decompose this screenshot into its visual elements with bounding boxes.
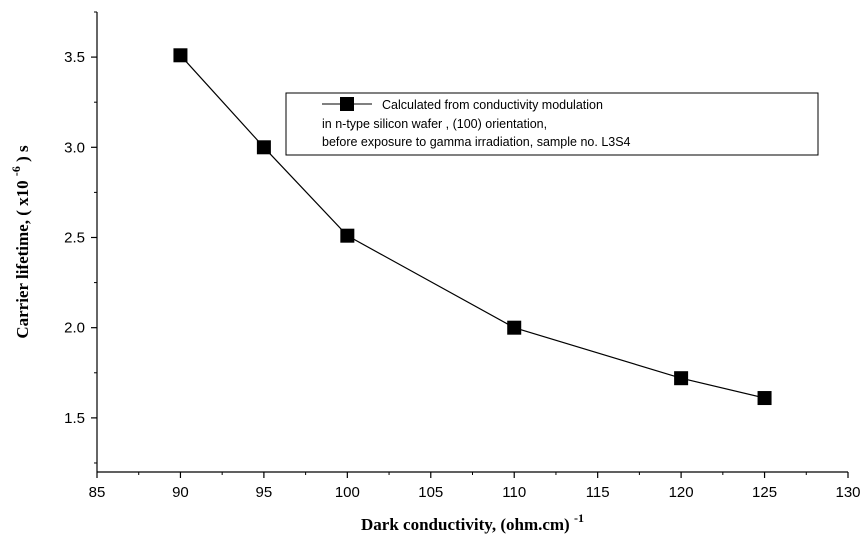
x-tick-label: 105 — [418, 484, 443, 501]
y-axis-title-prefix: Carrier lifetime, ( x10 — [13, 180, 32, 338]
x-tick-label: 95 — [256, 484, 273, 501]
legend-entry-line-3: before exposure to gamma irradiation, sa… — [322, 135, 631, 149]
legend-entry-line-2: in n-type silicon wafer , (100) orientat… — [322, 117, 547, 131]
axes — [96, 12, 848, 473]
y-tick-label: 2.0 — [64, 320, 85, 337]
legend: Calculated from conductivity modulation … — [285, 92, 819, 156]
y-tick-label: 2.5 — [64, 229, 85, 246]
y-axis-title: Carrier lifetime, ( x10 -6 ) s — [5, 145, 32, 339]
series-line-group — [180, 54, 765, 399]
legend-box — [285, 92, 819, 156]
x-tick-label: 120 — [669, 484, 694, 501]
data-point — [507, 320, 522, 335]
x-tick-label: 85 — [89, 484, 106, 501]
x-tick-label: 115 — [586, 484, 610, 501]
x-axis-title-text: Dark conductivity, (ohm.cm) — [361, 515, 570, 534]
series-line — [180, 54, 765, 399]
data-point — [173, 48, 188, 63]
data-point — [757, 391, 772, 406]
data-point — [340, 228, 355, 243]
x-tick-label: 110 — [502, 484, 526, 501]
data-point — [256, 140, 271, 155]
y-tick-label: 3.0 — [64, 139, 85, 156]
data-point — [674, 371, 689, 386]
x-axis-title: Dark conductivity, (ohm.cm) -1 — [361, 511, 584, 534]
y-tick-label: 1.5 — [64, 410, 85, 427]
data-points — [173, 48, 772, 406]
x-tick-label: 125 — [752, 484, 777, 501]
y-axis-title-suffix: ) s — [13, 145, 32, 162]
x-tick-label: 100 — [335, 484, 360, 501]
x-tick-label: 90 — [172, 484, 189, 501]
legend-marker — [340, 97, 354, 111]
y-axis-title-superscript: -6 — [9, 166, 23, 176]
x-tick-label: 130 — [835, 484, 860, 501]
y-tick-label: 3.5 — [64, 49, 85, 66]
legend-entry-line-1: Calculated from conductivity modulation — [382, 98, 603, 112]
ticks: 85 90 95 100 105 110 115 120 125 130 1.5 2.0 2.5 3.0 3… — [64, 11, 861, 501]
x-axis-title-superscript: -1 — [574, 511, 584, 525]
